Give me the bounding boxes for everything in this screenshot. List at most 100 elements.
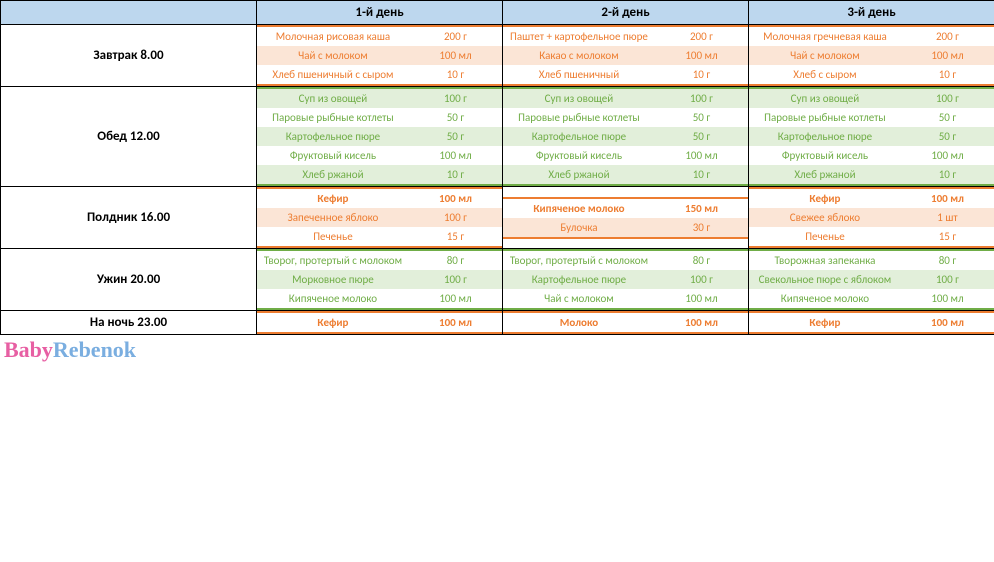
amount: 100 мл	[655, 46, 748, 65]
amount: 100 мл	[901, 46, 994, 65]
snack-d3-items: Кефир100 мл Свежее яблоко1 шт Печенье15 …	[749, 187, 994, 248]
meal-lunch: Обед 12.00	[1, 87, 257, 187]
header-day1: 1-й день	[257, 1, 503, 25]
dinner-day3: Творожная запеканка80 г Свекольное пюре …	[749, 249, 994, 311]
food: Хлеб ржаной	[503, 165, 655, 185]
food: Кефир	[749, 312, 901, 333]
row-breakfast: Завтрак 8.00 Молочная рисовая каша200 г …	[1, 25, 994, 87]
header-day2: 2-й день	[503, 1, 749, 25]
header-row: 1-й день 2-й день 3-й день	[1, 1, 994, 25]
food: Кефир	[257, 188, 409, 208]
night-day3: Кефир100 мл	[749, 311, 994, 335]
dinner-d2-items: Творог, протертый с молоком80 г Картофел…	[503, 249, 748, 310]
food: Кефир	[257, 312, 409, 333]
amount: 100 мл	[409, 312, 502, 333]
header-blank	[1, 1, 257, 25]
food: Кипяченое молоко	[257, 289, 409, 309]
food: Хлеб с сыром	[749, 65, 901, 85]
amount: 100 мл	[655, 146, 748, 165]
amount: 100 г	[409, 208, 502, 227]
dinner-day2: Творог, протертый с молоком80 г Картофел…	[503, 249, 749, 311]
amount: 100 мл	[655, 312, 748, 333]
food: Молоко	[503, 312, 655, 333]
food: Хлеб ржаной	[749, 165, 901, 185]
amount: 10 г	[655, 165, 748, 185]
amount: 100 мл	[901, 312, 994, 333]
food: Чай с молоком	[749, 46, 901, 65]
amount: 10 г	[901, 165, 994, 185]
food: Чай с молоком	[257, 46, 409, 65]
amount: 100 г	[655, 270, 748, 289]
row-night: На ночь 23.00 Кефир100 мл Молоко100 мл К…	[1, 311, 994, 335]
amount: 100 мл	[901, 146, 994, 165]
food: Фруктовый кисель	[503, 146, 655, 165]
meal-dinner: Ужин 20.00	[1, 249, 257, 311]
food: Чай с молоком	[503, 289, 655, 309]
amount: 80 г	[655, 250, 748, 270]
amount: 50 г	[409, 108, 502, 127]
breakfast-d1-items: Молочная рисовая каша200 г Чай с молоком…	[257, 25, 502, 86]
food: Хлеб ржаной	[257, 165, 409, 185]
amount: 100 мл	[901, 289, 994, 309]
lunch-day2: Суп из овощей100 г Паровые рыбные котлет…	[503, 87, 749, 187]
food: Хлеб пшеничный	[503, 65, 655, 85]
amount: 100 мл	[901, 188, 994, 208]
amount: 10 г	[901, 65, 994, 85]
food: Кипяченое молоко	[503, 198, 655, 218]
row-snack: Полдник 16.00 Кефир100 мл Запеченное ябл…	[1, 187, 994, 249]
meal-breakfast: Завтрак 8.00	[1, 25, 257, 87]
amount: 80 г	[409, 250, 502, 270]
amount: 1 шт	[901, 208, 994, 227]
amount: 15 г	[409, 227, 502, 247]
breakfast-day3: Молочная гречневая каша200 г Чай с молок…	[749, 25, 994, 87]
food: Морковное пюре	[257, 270, 409, 289]
breakfast-d2-items: Паштет + картофельное пюре200 г Какао с …	[503, 25, 748, 86]
amount: 100 г	[901, 270, 994, 289]
breakfast-d3-items: Молочная гречневая каша200 г Чай с молок…	[749, 25, 994, 86]
snack-day3: Кефир100 мл Свежее яблоко1 шт Печенье15 …	[749, 187, 994, 249]
food: Суп из овощей	[257, 88, 409, 108]
dinner-d3-items: Творожная запеканка80 г Свекольное пюре …	[749, 249, 994, 310]
food: Свежее яблоко	[749, 208, 901, 227]
night-d1-items: Кефир100 мл	[257, 311, 502, 334]
amount: 10 г	[409, 65, 502, 85]
food: Печенье	[749, 227, 901, 247]
amount: 100 г	[901, 88, 994, 108]
amount: 100 мл	[409, 46, 502, 65]
lunch-d3-items: Суп из овощей100 г Паровые рыбные котлет…	[749, 87, 994, 186]
breakfast-day1: Молочная рисовая каша200 г Чай с молоком…	[257, 25, 503, 87]
food: Кефир	[749, 188, 901, 208]
food: Свекольное пюре с яблоком	[749, 270, 901, 289]
food: Запеченное яблоко	[257, 208, 409, 227]
food: Паровые рыбные котлеты	[257, 108, 409, 127]
amount: 10 г	[409, 165, 502, 185]
watermark: BabyRebenok	[0, 335, 994, 365]
amount: 30 г	[655, 218, 748, 238]
food: Какао с молоком	[503, 46, 655, 65]
amount: 200 г	[655, 26, 748, 46]
amount: 50 г	[901, 127, 994, 146]
amount: 50 г	[655, 127, 748, 146]
food: Фруктовый кисель	[257, 146, 409, 165]
amount: 50 г	[901, 108, 994, 127]
header-day3: 3-й день	[749, 1, 994, 25]
night-d3-items: Кефир100 мл	[749, 311, 994, 334]
food: Картофельное пюре	[749, 127, 901, 146]
amount: 10 г	[655, 65, 748, 85]
food: Картофельное пюре	[503, 127, 655, 146]
amount: 50 г	[655, 108, 748, 127]
food: Паштет + картофельное пюре	[503, 26, 655, 46]
snack-d1-items: Кефир100 мл Запеченное яблоко100 г Печен…	[257, 187, 502, 248]
lunch-day3: Суп из овощей100 г Паровые рыбные котлет…	[749, 87, 994, 187]
amount: 15 г	[901, 227, 994, 247]
night-d2-items: Молоко100 мл	[503, 311, 748, 334]
row-dinner: Ужин 20.00 Творог, протертый с молоком80…	[1, 249, 994, 311]
breakfast-day2: Паштет + картофельное пюре200 г Какао с …	[503, 25, 749, 87]
amount: 100 мл	[655, 289, 748, 309]
snack-d2-items: Кипяченое молоко150 мл Булочка30 г	[503, 197, 748, 239]
meal-night: На ночь 23.00	[1, 311, 257, 335]
amount: 200 г	[901, 26, 994, 46]
food: Паровые рыбные котлеты	[749, 108, 901, 127]
food: Паровые рыбные котлеты	[503, 108, 655, 127]
lunch-d1-items: Суп из овощей100 г Паровые рыбные котлет…	[257, 87, 502, 186]
